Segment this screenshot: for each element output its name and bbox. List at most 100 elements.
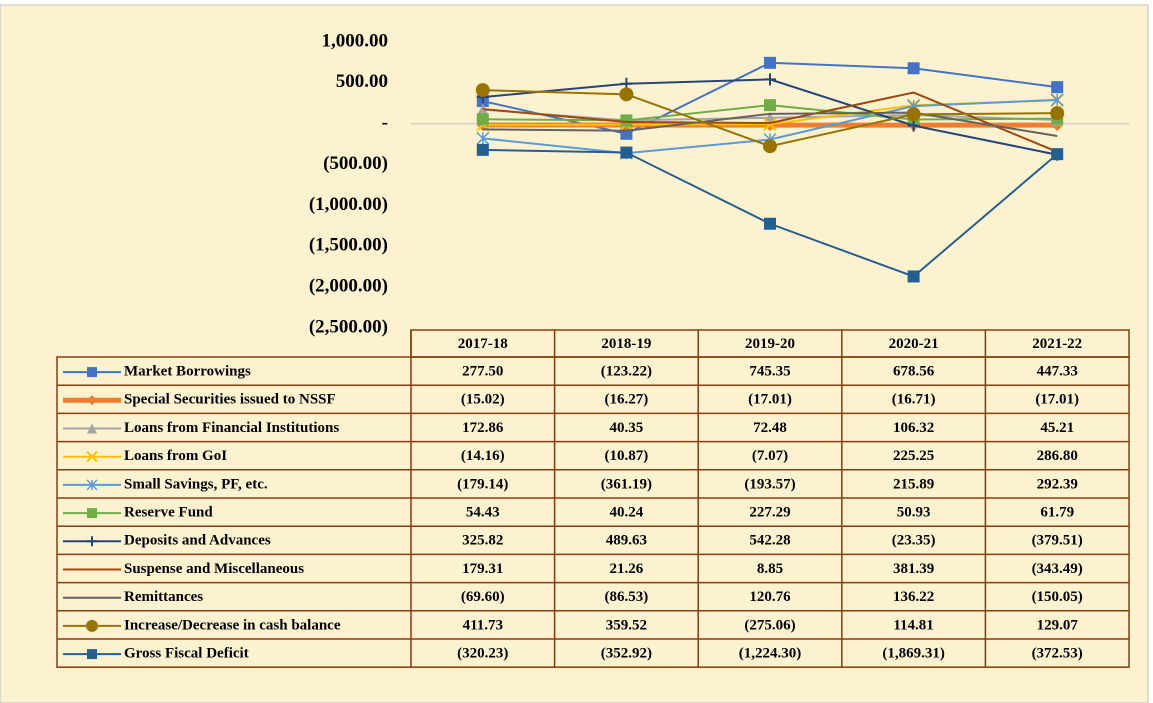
data-label: 136.22 — [893, 589, 934, 605]
legend-marker — [87, 508, 97, 519]
data-label: 359.52 — [606, 617, 647, 633]
data-label: (379.51) — [1032, 533, 1083, 549]
legend-label: Special Securities issued to NSSF — [124, 392, 336, 408]
x-tick-label: 2019-20 — [745, 336, 795, 352]
series-line — [482, 91, 1058, 153]
data-label: 114.81 — [893, 617, 933, 633]
data-label: 277.50 — [462, 364, 503, 380]
data-label: 106.32 — [893, 420, 934, 436]
data-label: 40.24 — [610, 505, 644, 521]
y-tick-label: (500.00) — [323, 153, 388, 174]
data-label: (275.06) — [744, 617, 795, 633]
y-tick-label: (2,500.00) — [309, 316, 388, 337]
data-label: 292.39 — [1037, 476, 1078, 492]
legend-label: Suspense and Miscellaneous — [124, 561, 304, 577]
data-label: (10.87) — [605, 448, 649, 464]
data-label: (150.05) — [1032, 589, 1083, 605]
data-label: 72.48 — [753, 420, 787, 436]
data-label: (15.02) — [461, 392, 505, 408]
series-line — [482, 111, 1058, 137]
data-label: 447.33 — [1037, 364, 1078, 380]
data-label: 489.63 — [606, 533, 647, 549]
legend-marker — [86, 479, 98, 491]
data-label: 129.07 — [1037, 617, 1079, 633]
data-label: (69.60) — [461, 589, 505, 605]
data-label: (14.16) — [461, 448, 505, 464]
marker — [764, 217, 776, 230]
data-label: (1,869.31) — [882, 646, 945, 662]
marker — [763, 139, 777, 154]
x-tick-label: 2018-19 — [601, 336, 651, 352]
data-label: 54.43 — [466, 505, 500, 521]
legend-label: Gross Fiscal Deficit — [124, 646, 249, 662]
data-label: (23.35) — [892, 533, 936, 549]
data-label: (123.22) — [601, 364, 652, 380]
series — [475, 83, 1065, 154]
data-label: 179.31 — [462, 561, 503, 577]
marker — [1050, 93, 1064, 107]
marker — [619, 87, 634, 102]
data-label: (86.53) — [605, 589, 649, 605]
legend-marker — [86, 619, 98, 632]
data-label: 542.28 — [749, 533, 790, 549]
data-label: 172.86 — [462, 420, 504, 436]
marker — [763, 117, 777, 131]
legend-label: Loans from GoI — [124, 448, 227, 464]
data-label: (352.92) — [601, 646, 652, 662]
data-label: (372.53) — [1032, 646, 1083, 662]
marker — [620, 146, 633, 159]
data-label: (343.49) — [1032, 561, 1083, 577]
legend-label: Reserve Fund — [124, 505, 213, 521]
y-tick-label: (1,000.00) — [309, 194, 388, 215]
data-label: (193.57) — [744, 476, 795, 492]
legend-label: Small Savings, PF, etc. — [124, 476, 268, 492]
data-label: (179.14) — [457, 476, 508, 492]
series — [482, 91, 1058, 153]
marker — [907, 119, 920, 132]
marker — [1050, 106, 1065, 121]
x-tick-label: 2020-21 — [889, 336, 939, 352]
y-tick-label: (2,000.00) — [309, 276, 388, 297]
data-label: 381.39 — [893, 561, 934, 577]
marker — [1051, 148, 1064, 161]
marker — [907, 270, 920, 283]
x-tick-label: 2017-18 — [458, 336, 508, 352]
legend-marker — [87, 423, 97, 434]
y-tick-label: 1,000.00 — [322, 30, 389, 51]
data-label: 21.26 — [610, 561, 644, 577]
marker — [907, 62, 920, 75]
data-label: 45.21 — [1040, 420, 1074, 436]
legend-label: Market Borrowings — [124, 364, 251, 380]
legend-marker — [87, 395, 97, 406]
data-label: 325.82 — [462, 533, 503, 549]
data-label: (17.01) — [748, 392, 792, 408]
marker — [476, 143, 489, 156]
marker — [906, 107, 921, 122]
data-label: (17.01) — [1035, 392, 1079, 408]
y-tick-label: (1,500.00) — [309, 235, 388, 256]
marker — [1051, 81, 1064, 94]
marker — [620, 127, 633, 140]
y-tick-label: 500.00 — [336, 71, 388, 92]
marker — [764, 99, 776, 112]
legend-marker — [87, 649, 97, 660]
data-label: (320.23) — [457, 646, 508, 662]
data-label: (16.27) — [605, 392, 649, 408]
table-border — [56, 356, 1130, 668]
data-label: 227.29 — [749, 505, 790, 521]
marker — [764, 56, 776, 69]
data-label: 215.89 — [893, 476, 934, 492]
data-label: 411.73 — [463, 617, 503, 633]
legend-marker — [87, 367, 97, 378]
data-label: 286.80 — [1037, 448, 1078, 464]
data-label: 40.35 — [610, 420, 644, 436]
legend-marker — [86, 450, 98, 463]
legend-label: Remittances — [124, 589, 203, 605]
data-label: 8.85 — [757, 561, 783, 577]
data-label: 678.56 — [893, 364, 935, 380]
legend-marker — [87, 536, 97, 547]
series — [482, 111, 1058, 137]
y-tick-label: - — [382, 112, 388, 133]
data-label: 745.35 — [749, 364, 790, 380]
